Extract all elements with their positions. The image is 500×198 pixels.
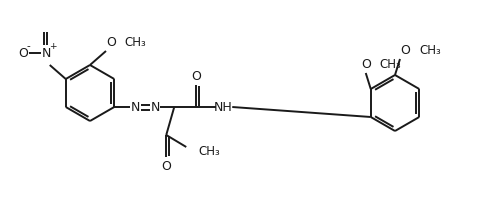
Text: O: O bbox=[400, 44, 410, 56]
Text: O: O bbox=[361, 57, 370, 70]
Text: O: O bbox=[106, 35, 116, 49]
Text: CH₃: CH₃ bbox=[380, 57, 402, 70]
Text: N: N bbox=[42, 47, 51, 60]
Text: O: O bbox=[162, 160, 171, 172]
Text: CH₃: CH₃ bbox=[419, 44, 441, 56]
Text: +: + bbox=[49, 42, 56, 50]
Text: N: N bbox=[150, 101, 160, 113]
Text: NH: NH bbox=[214, 101, 233, 113]
Text: CH₃: CH₃ bbox=[124, 35, 146, 49]
Text: N: N bbox=[130, 101, 140, 113]
Text: O: O bbox=[192, 69, 201, 83]
Text: -: - bbox=[27, 41, 30, 51]
Text: O: O bbox=[18, 47, 28, 60]
Text: CH₃: CH₃ bbox=[198, 145, 220, 157]
